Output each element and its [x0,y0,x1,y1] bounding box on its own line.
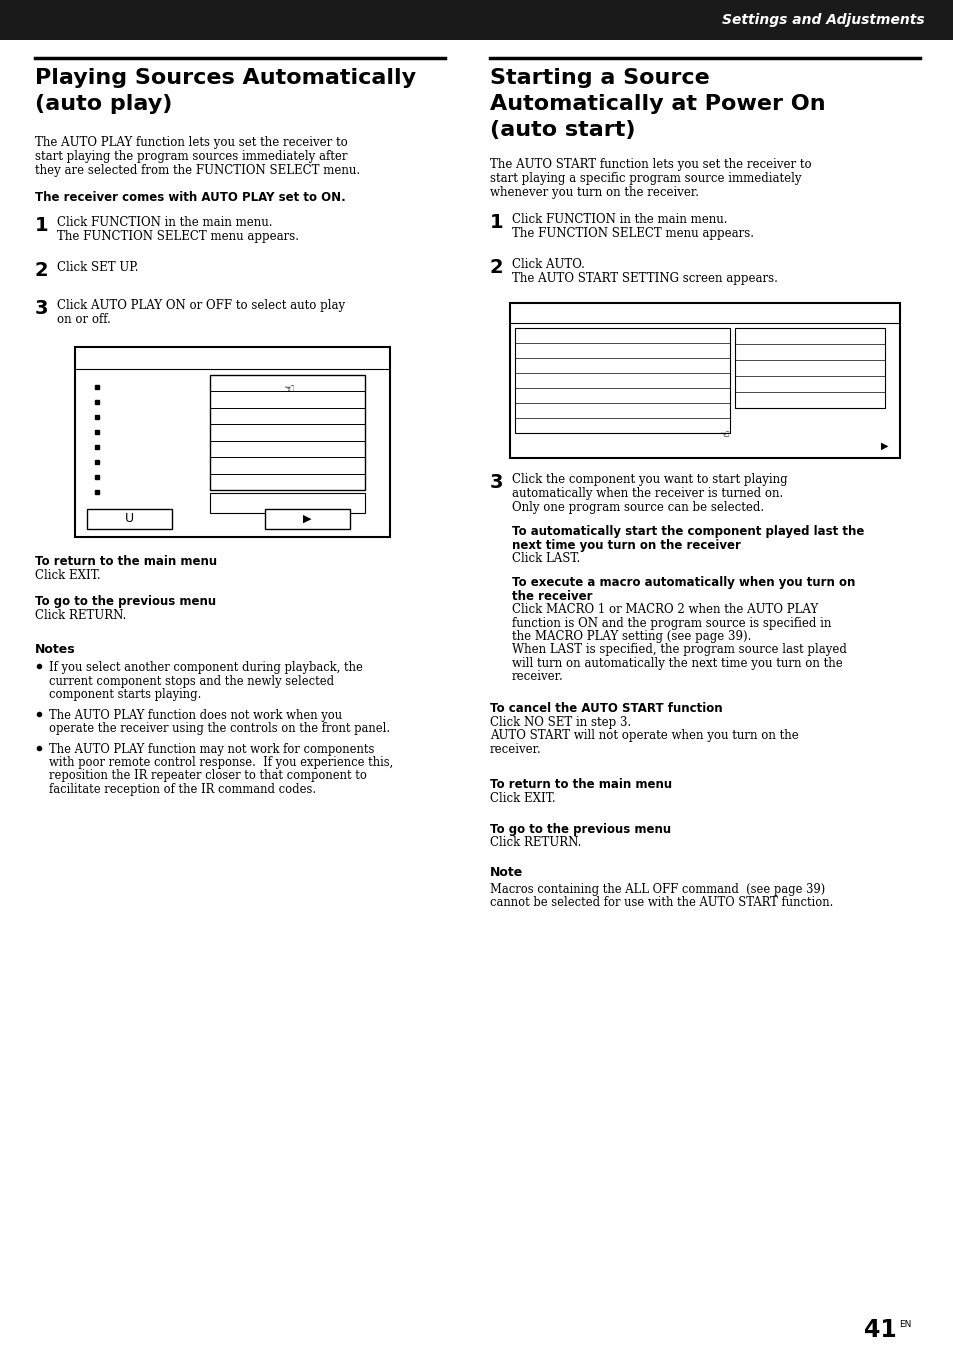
Text: The FUNCTION SELECT menu appears.: The FUNCTION SELECT menu appears. [57,230,298,243]
Text: Starting a Source: Starting a Source [490,68,709,88]
Text: facilitate reception of the IR command codes.: facilitate reception of the IR command c… [49,784,315,796]
Text: 2: 2 [35,261,49,280]
Text: The AUTO PLAY function may not work for components: The AUTO PLAY function may not work for … [49,743,374,755]
Text: Settings and Adjustments: Settings and Adjustments [721,14,924,27]
Text: ☜: ☜ [720,430,729,440]
Text: 3: 3 [490,473,503,492]
Text: AUTO START will not operate when you turn on the: AUTO START will not operate when you tur… [490,730,798,743]
Text: the MACRO PLAY setting (see page 39).: the MACRO PLAY setting (see page 39). [512,630,751,643]
Bar [510,303,899,458]
Text: The AUTO PLAY function lets you set the receiver to: The AUTO PLAY function lets you set the … [35,136,348,149]
Text: To go to the previous menu: To go to the previous menu [490,823,670,835]
Text: receiver.: receiver. [512,670,563,684]
Text: Click RETURN.: Click RETURN. [35,609,126,621]
Text: start playing the program sources immediately after: start playing the program sources immedi… [35,150,347,163]
Text: U: U [124,512,133,526]
Text: ▶: ▶ [302,513,311,524]
Text: with poor remote control response.  If you experience this,: with poor remote control response. If yo… [49,757,393,769]
Text: To cancel the AUTO START function: To cancel the AUTO START function [490,703,721,715]
Text: 1: 1 [490,213,503,232]
Text: function is ON and the program source is specified in: function is ON and the program source is… [512,616,830,630]
Text: Click RETURN.: Click RETURN. [490,836,580,850]
Text: To return to the main menu: To return to the main menu [35,555,217,567]
Text: Click the component you want to start playing: Click the component you want to start pl… [512,473,787,486]
Text: Automatically at Power On: Automatically at Power On [490,95,824,113]
Text: The AUTO START SETTING screen appears.: The AUTO START SETTING screen appears. [512,272,777,285]
Text: EN: EN [898,1320,910,1329]
Text: Playing Sources Automatically: Playing Sources Automatically [35,68,416,88]
Text: next time you turn on the receiver: next time you turn on the receiver [512,539,740,551]
Text: Click AUTO.: Click AUTO. [512,258,584,272]
Bar [265,509,350,530]
Text: automatically when the receiver is turned on.: automatically when the receiver is turne… [512,486,782,500]
Text: Click FUNCTION in the main menu.: Click FUNCTION in the main menu. [57,216,273,230]
Bar [87,509,172,530]
Text: Click EXIT.: Click EXIT. [490,793,555,805]
Text: To return to the main menu: To return to the main menu [490,778,672,792]
Text: Click FUNCTION in the main menu.: Click FUNCTION in the main menu. [512,213,727,226]
Text: Click MACRO 1 or MACRO 2 when the AUTO PLAY: Click MACRO 1 or MACRO 2 when the AUTO P… [512,603,818,616]
Text: To automatically start the component played last the: To automatically start the component pla… [512,526,863,538]
Text: Notes: Notes [35,643,75,657]
Bar [734,328,884,408]
Bar [210,376,365,490]
Text: 1: 1 [35,216,49,235]
Text: If you select another component during playback, the: If you select another component during p… [49,661,362,674]
Text: 3: 3 [35,299,49,317]
Text: Only one program source can be selected.: Only one program source can be selected. [512,501,763,513]
Text: The receiver comes with AUTO PLAY set to ON.: The receiver comes with AUTO PLAY set to… [35,190,345,204]
Text: Click NO SET in step 3.: Click NO SET in step 3. [490,716,631,730]
Bar [75,347,390,536]
Text: (auto play): (auto play) [35,95,172,113]
Text: Click SET UP.: Click SET UP. [57,261,138,274]
Text: To go to the previous menu: To go to the previous menu [35,594,216,608]
Text: Note: Note [490,866,522,880]
Text: ☜: ☜ [284,382,295,396]
Text: Click LAST.: Click LAST. [512,553,579,565]
Text: whenever you turn on the receiver.: whenever you turn on the receiver. [490,186,699,199]
Text: To execute a macro automatically when you turn on: To execute a macro automatically when yo… [512,576,855,589]
Text: Click EXIT.: Click EXIT. [35,569,100,582]
Text: ▶: ▶ [881,440,888,451]
Bar [0,0,953,41]
Text: 41: 41 [863,1319,896,1342]
Text: When LAST is specified, the program source last played: When LAST is specified, the program sour… [512,643,846,657]
Text: start playing a specific program source immediately: start playing a specific program source … [490,172,801,185]
Text: operate the receiver using the controls on the front panel.: operate the receiver using the controls … [49,721,390,735]
Text: component starts playing.: component starts playing. [49,688,201,701]
Bar [515,328,729,434]
Text: 2: 2 [490,258,503,277]
Text: reposition the IR repeater closer to that component to: reposition the IR repeater closer to tha… [49,770,367,782]
Text: Macros containing the ALL OFF command  (see page 39): Macros containing the ALL OFF command (s… [490,882,824,896]
Text: The AUTO PLAY function does not work when you: The AUTO PLAY function does not work whe… [49,708,342,721]
Text: the receiver: the receiver [512,589,592,603]
Text: (auto start): (auto start) [490,120,635,141]
Text: receiver.: receiver. [490,743,541,757]
Text: Click AUTO PLAY ON or OFF to select auto play: Click AUTO PLAY ON or OFF to select auto… [57,299,345,312]
Text: will turn on automatically the next time you turn on the: will turn on automatically the next time… [512,657,841,670]
Text: current component stops and the newly selected: current component stops and the newly se… [49,674,334,688]
Text: they are selected from the FUNCTION SELECT menu.: they are selected from the FUNCTION SELE… [35,163,359,177]
Text: The AUTO START function lets you set the receiver to: The AUTO START function lets you set the… [490,158,811,172]
Text: cannot be selected for use with the AUTO START function.: cannot be selected for use with the AUTO… [490,896,833,909]
Bar [210,493,365,513]
Text: on or off.: on or off. [57,313,111,326]
Text: The FUNCTION SELECT menu appears.: The FUNCTION SELECT menu appears. [512,227,753,240]
